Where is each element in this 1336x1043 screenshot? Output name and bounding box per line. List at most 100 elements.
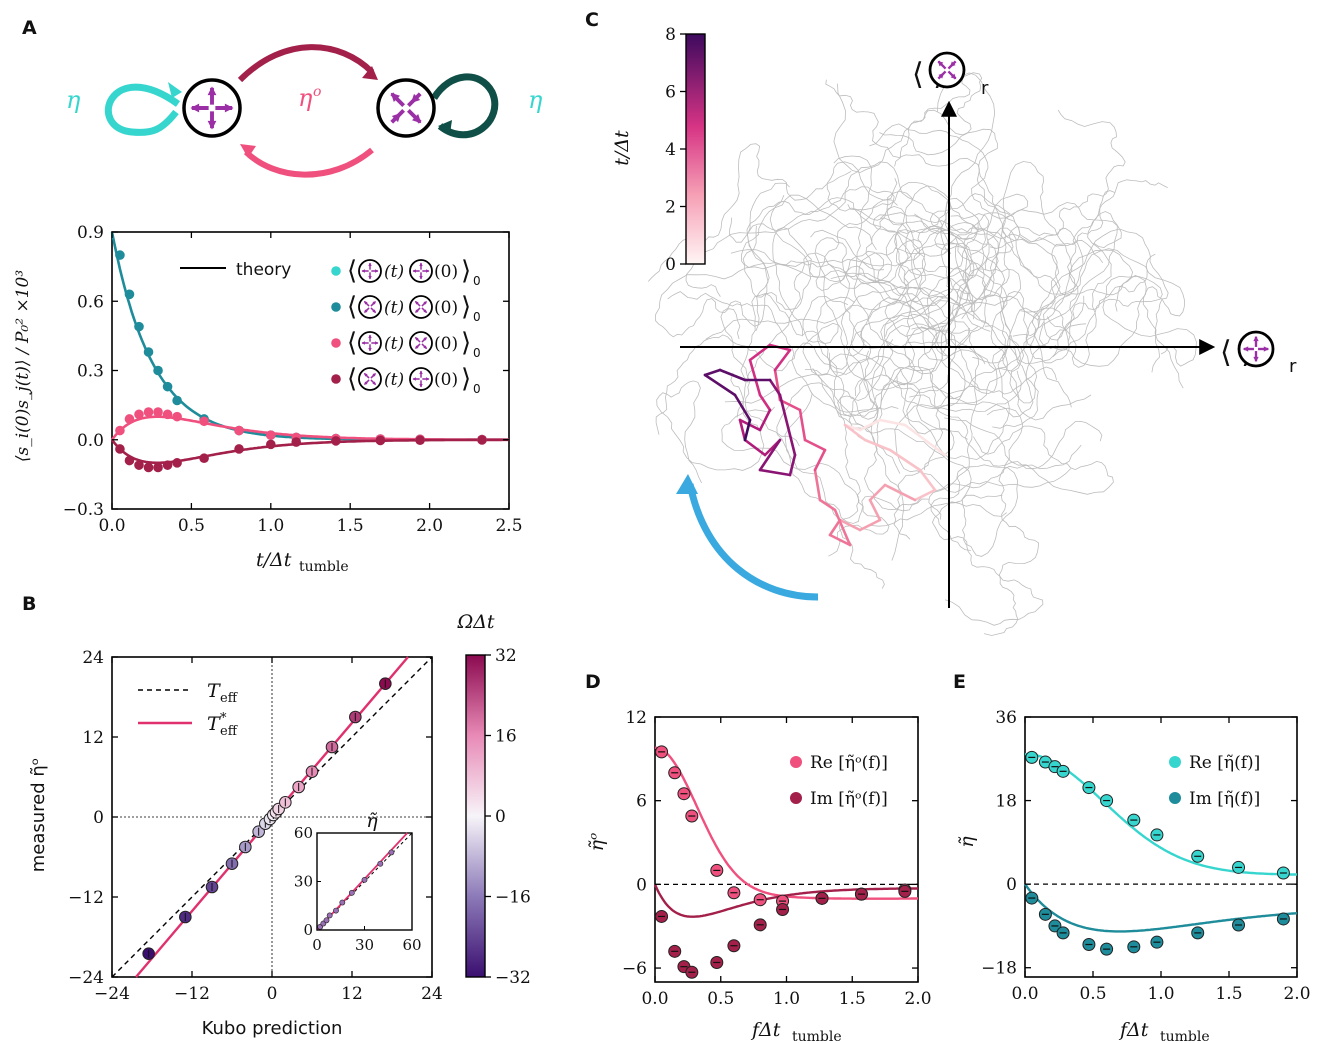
background-trajectory xyxy=(1046,179,1168,368)
eta-right-label: η xyxy=(528,86,543,114)
trajectory-segment xyxy=(758,438,782,472)
background-trajectory xyxy=(647,143,852,282)
chart-b-ylabel: measured η̃ᵒ xyxy=(28,758,49,873)
shear-mode-icon xyxy=(928,51,966,89)
chart-e-lines xyxy=(1024,752,1298,933)
data-point xyxy=(172,411,182,422)
legend-text2: (0) xyxy=(434,298,458,318)
highlighted-trajectory xyxy=(703,343,947,547)
legend-teff-label: T xyxy=(207,680,221,702)
y-tick-label: 0 xyxy=(93,808,104,828)
theory-line xyxy=(110,438,509,465)
x-tick-label: 2.5 xyxy=(495,516,522,536)
legend-marker xyxy=(1169,792,1181,804)
shear-mode-icon xyxy=(358,295,382,319)
data-point xyxy=(153,407,163,417)
chart-a: 0.0 0.5 1.0 1.5 2.0 2.5 −0.30.00.30.60.9 theo… xyxy=(13,223,523,575)
y-tick-label: −18 xyxy=(981,959,1017,979)
legend-bracket-close: ⟩ xyxy=(461,292,471,322)
trajectory-segment xyxy=(838,518,862,532)
legend-teff-sub: eff xyxy=(220,691,239,706)
background-trajectory xyxy=(740,292,935,417)
trajectory-segment xyxy=(703,373,737,397)
eta-odd-arrow-top xyxy=(237,44,375,83)
chart-e-xlabel: fΔt xyxy=(1118,1019,1149,1041)
chart-d-xlabel-sub: tumble xyxy=(792,1029,842,1043)
colorbar-tick-label: 6 xyxy=(665,83,676,103)
legend-bracket: ⟨ xyxy=(347,256,357,286)
trajectory-segment xyxy=(813,468,822,502)
fit-line xyxy=(653,883,919,918)
y-tick-label: 18 xyxy=(995,792,1017,812)
legend-label: Re [η̃(f)] xyxy=(1189,753,1260,773)
trajectory-segment xyxy=(768,378,782,397)
y-tick-label: 0.3 xyxy=(77,362,104,382)
inset-point xyxy=(388,849,395,856)
data-point xyxy=(134,321,144,332)
trajectory-segment xyxy=(878,418,907,427)
eta-left-label: η xyxy=(66,86,81,114)
chart-d-legend: Re [η̃ᵒ(f)] Im [η̃ᵒ(f)] xyxy=(790,753,888,809)
data-point xyxy=(291,437,302,447)
chart-d-lines xyxy=(653,746,919,918)
data-point xyxy=(162,409,173,420)
data-point xyxy=(172,395,182,406)
fit-line xyxy=(1024,883,1298,933)
colorbar-tick-label: 0 xyxy=(495,807,506,827)
chart-e-legend: Re [η̃(f)] Im [η̃(f)] xyxy=(1169,753,1260,809)
chart-a-yticks: −0.3 0.0 0.3 0.6 0.9 xyxy=(63,223,509,520)
background-trajectory xyxy=(1052,275,1197,367)
colorbar-tick-label: 16 xyxy=(495,727,517,747)
inset-y-tick-label: 0 xyxy=(303,921,313,939)
background-trajectory xyxy=(656,372,765,484)
data-point xyxy=(415,435,425,446)
inset-label: η̃ xyxy=(366,810,378,832)
y-tick-label: −12 xyxy=(68,888,104,908)
legend-sub: 0 xyxy=(473,346,481,360)
x-tick-label: 0.5 xyxy=(178,516,205,536)
background-trajectory xyxy=(906,243,1008,471)
eta-odd-sup: o xyxy=(313,84,321,100)
trajectory-segment xyxy=(883,483,917,502)
data-point xyxy=(162,460,173,470)
dilation-mode-icon xyxy=(358,331,382,355)
data-point xyxy=(124,289,135,300)
x-tick-label: 1.5 xyxy=(337,516,364,536)
chart-a-xticks: 0.0 0.5 1.0 1.5 2.0 2.5 xyxy=(98,232,523,536)
trajectory-segment xyxy=(803,438,827,452)
y-tick-label: 0 xyxy=(1006,875,1017,895)
background-trajectory xyxy=(705,286,1025,372)
shear-symbol-icon xyxy=(376,78,436,138)
inset-point xyxy=(377,860,384,867)
chart-d: 0.0 0.5 1.0 1.5 2.0 −6 0 6 12 Re [η̃ᵒ(f)] Im [η̃… xyxy=(586,708,932,1043)
legend-text: (t) xyxy=(384,262,404,282)
trajectory-segment xyxy=(733,393,752,422)
data-point xyxy=(266,439,276,450)
trajectory-segment xyxy=(758,393,772,412)
x-tick-label: 2.0 xyxy=(904,989,931,1009)
y-tick-label: −0.3 xyxy=(63,500,104,520)
background-trajectory xyxy=(833,155,972,329)
background-trajectory xyxy=(984,444,1082,636)
background-trajectory xyxy=(728,197,921,267)
trajectory-segment xyxy=(718,368,747,382)
background-trajectory xyxy=(941,243,1134,321)
background-trajectory xyxy=(930,464,1019,557)
legend-teffstar-star: * xyxy=(220,711,227,726)
coupling-diagram: η η η o xyxy=(66,44,543,178)
background-trajectory xyxy=(828,352,1010,460)
eta-arrowhead-right xyxy=(438,120,452,134)
chart-b-colorbar: 32 16 0 −16 −32 ΩΔt xyxy=(456,611,530,988)
trajectory-segment xyxy=(843,423,867,442)
background-trajectory xyxy=(879,128,1010,301)
trajectory-segment xyxy=(858,418,882,432)
chart-b-inset: 0 30 60 0 30 60 η̃ xyxy=(294,810,422,954)
eta-odd-arrowhead-bottom xyxy=(240,144,256,158)
background-trajectory xyxy=(869,123,1122,249)
background-trajectory xyxy=(802,237,948,345)
data-point xyxy=(134,409,144,420)
eta-arrowhead-left xyxy=(168,82,182,98)
chart-a-legend: theory ⟨ (t) (0) ⟩ 0⟨ (t) (0) ⟩ 0⟨ (t) (0) ⟩ 0⟨ (t) (0)… xyxy=(180,256,481,396)
data-point xyxy=(115,444,125,454)
